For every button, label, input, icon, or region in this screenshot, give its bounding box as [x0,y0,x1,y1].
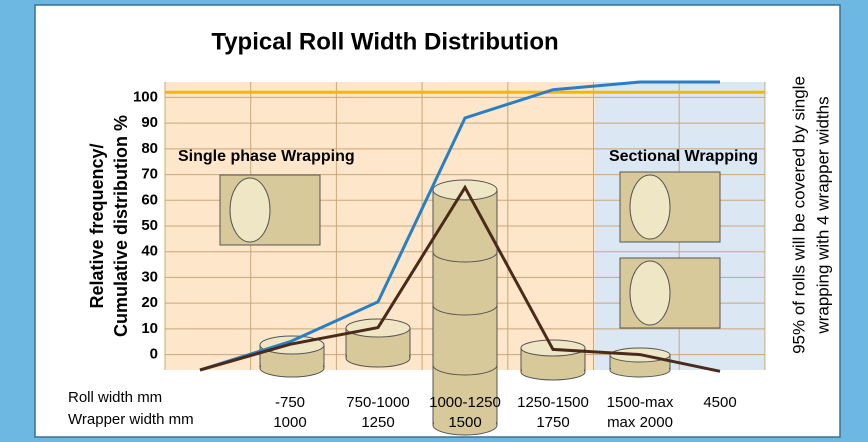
y-tick-label: 60 [141,191,158,208]
x-tick-label: 4500 [703,394,736,411]
x-tick-label: 1500-max [607,394,674,411]
x-tick-label: -750 [275,394,305,411]
x-tick-label: 750-1000 [346,394,409,411]
annotation: Sectional Wrapping [609,148,758,165]
x-tick-label-wrapper: max 2000 [607,414,673,431]
side-note: 95% of rolls will be covered by single [789,76,808,354]
y-tick-label: 10 [141,320,158,337]
y-tick-label: 20 [141,294,158,311]
side-note: wrapping with 4 wrapper widths [813,96,832,334]
x-tick-label-wrapper: 1750 [536,414,569,431]
y-tick-label: 100 [133,88,158,105]
x-row-label: Wrapper width mm [68,411,194,428]
wrap-illustration [630,261,670,325]
y-axis-label: Cumulative distribution % [111,115,131,337]
wrap-illustration [230,178,270,242]
x-tick-label-wrapper: 1500 [448,414,481,431]
x-tick-label-wrapper: 1250 [361,414,394,431]
x-row-label: Roll width mm [68,389,162,406]
annotation: Single phase Wrapping [178,148,355,165]
x-tick-label-wrapper: 1000 [273,414,306,431]
page: {"chart_data": { "type": "line", "title"… [0,0,868,442]
y-tick-label: 0 [150,346,158,363]
y-tick-label: 30 [141,268,158,285]
wrap-illustration [630,175,670,239]
y-axis-label: Relative frequency/ [87,143,107,308]
y-tick-label: 80 [141,140,158,157]
y-tick-label: 90 [141,114,158,131]
chart: Typical Roll Width Distribution Relative… [0,0,868,442]
chart-title: Typical Roll Width Distribution [211,28,558,55]
y-tick-label: 50 [141,217,158,234]
y-tick-label: 70 [141,166,158,183]
x-tick-label: 1000-1250 [429,394,501,411]
x-tick-label: 1250-1500 [517,394,589,411]
y-tick-label: 40 [141,243,158,260]
